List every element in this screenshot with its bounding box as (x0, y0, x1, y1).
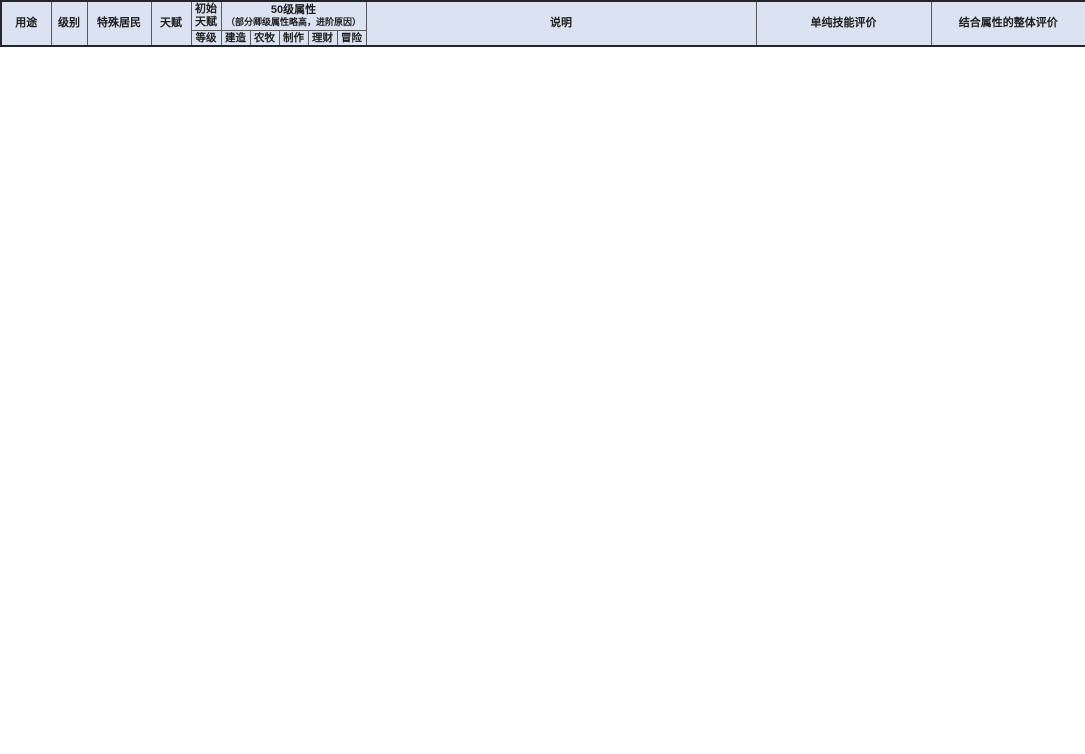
header-attr-craft: 制作 (278, 30, 309, 47)
header-attr-build: 建造 (220, 30, 251, 47)
header-attrs-group: 50级属性 （部分卿级属性略高，进阶原因） (220, 0, 367, 31)
header-talent-level-bottom: 等级 (190, 30, 222, 47)
header-resident: 特殊居民 (86, 0, 152, 47)
header-attr-farm: 农牧 (249, 30, 280, 47)
header-level: 级别 (50, 0, 88, 47)
talent-table: 用途 级别 特殊居民 天赋 初始天赋 50级属性 （部分卿级属性略高，进阶原因）… (0, 0, 1085, 47)
header-talent-level-top: 初始天赋 (190, 0, 222, 31)
resident-talent-table-container: 用途 级别 特殊居民 天赋 初始天赋 50级属性 （部分卿级属性略高，进阶原因）… (0, 0, 1085, 47)
header-skill-eval: 单纯技能评价 (755, 0, 932, 47)
header-talent: 天赋 (150, 0, 192, 47)
header-attrs-title: 50级属性 (270, 4, 317, 17)
table-header: 用途 级别 特殊居民 天赋 初始天赋 50级属性 （部分卿级属性略高，进阶原因）… (0, 0, 1085, 47)
header-description: 说明 (365, 0, 757, 47)
header-attr-adventure: 冒险 (336, 30, 367, 47)
header-purpose: 用途 (0, 0, 52, 47)
header-overall-eval: 结合属性的整体评价 (930, 0, 1085, 47)
header-attrs-subtitle: （部分卿级属性略高，进阶原因） (226, 16, 362, 27)
header-attr-finance: 理财 (307, 30, 338, 47)
